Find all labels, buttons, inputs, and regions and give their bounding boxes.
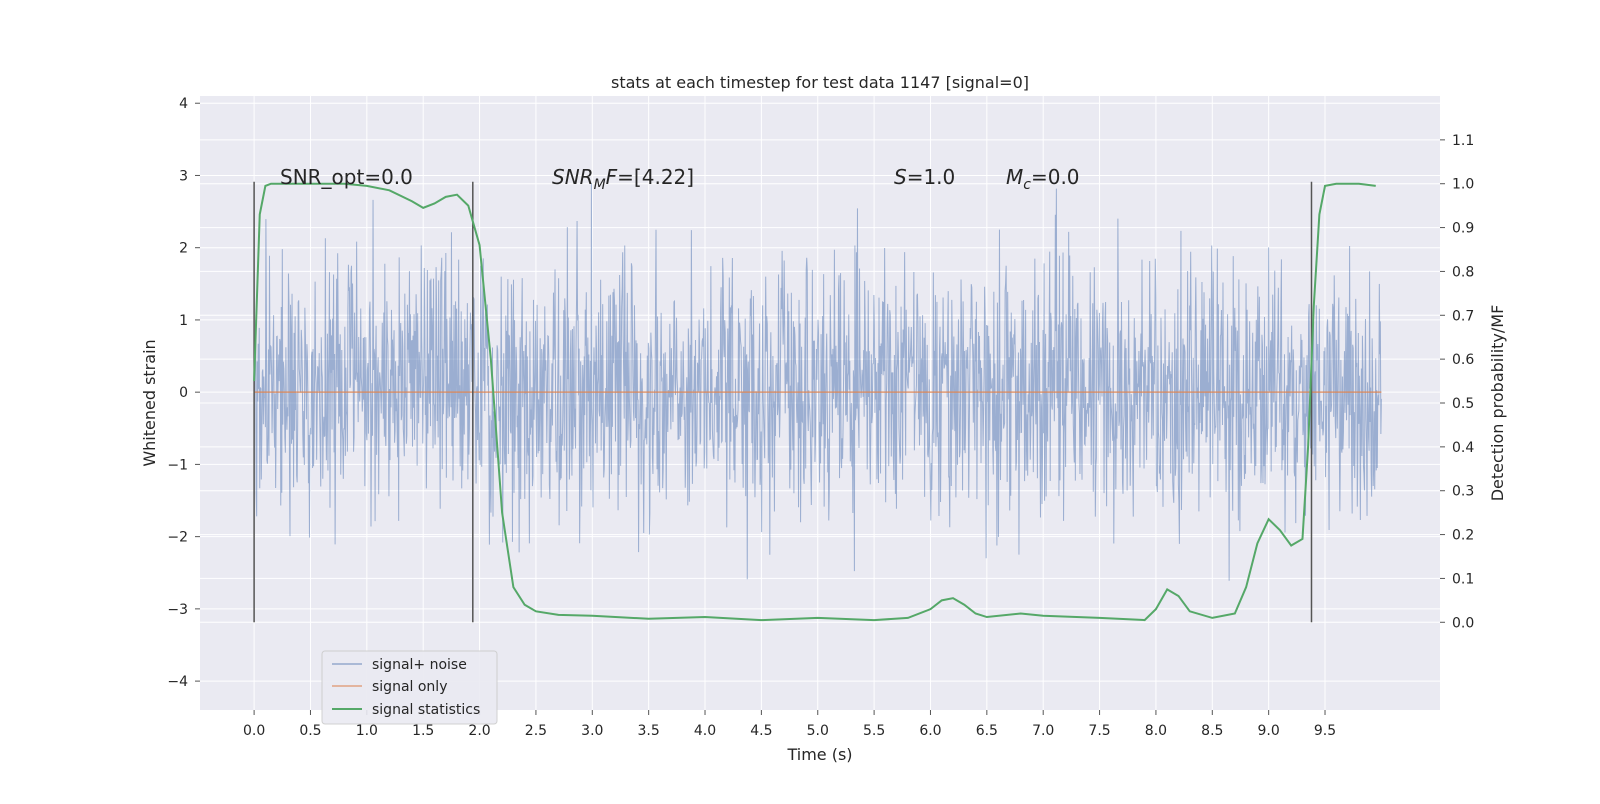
x-tick-label: 2.5	[525, 723, 547, 739]
x-tick-label: 8.5	[1201, 723, 1223, 739]
noise-trace	[253, 183, 1382, 581]
y-tick-label: 2	[179, 241, 188, 257]
y-tick-label: 1	[179, 313, 188, 329]
x-tick-label: 0.0	[243, 723, 265, 739]
signal-plus-noise-series	[253, 183, 1382, 581]
x-tick-label: 6.5	[976, 723, 998, 739]
y2-tick-label: 1.1	[1452, 133, 1474, 149]
x-tick-label: 5.5	[863, 723, 885, 739]
y2-tick-label: 0.7	[1452, 308, 1474, 324]
x-tick-label: 5.0	[807, 723, 829, 739]
y2-tick-label: 0.4	[1452, 440, 1474, 456]
y-tick-label: 0	[179, 385, 188, 401]
legend-label-noise: signal+ noise	[372, 657, 467, 673]
x-tick-label: 7.5	[1088, 723, 1110, 739]
y-tick-label: −2	[167, 530, 188, 546]
x-tick-label: 3.5	[638, 723, 660, 739]
x-tick-label: 9.0	[1258, 723, 1280, 739]
x-tick-label: 3.0	[581, 723, 603, 739]
y2-tick-label: 0.0	[1452, 615, 1474, 631]
x-tick-labels: 0.0 0.5 1.0 1.5 2.0 2.5 3.0 3.5 4.0 4.5 5.0 5.5 6.0 6…	[243, 710, 1336, 739]
x-tick-label: 7.0	[1032, 723, 1054, 739]
y2-tick-label: 0.5	[1452, 396, 1474, 412]
annotation-snr-opt: SNR_opt=0.0	[280, 165, 413, 189]
y2-tick-label: 0.2	[1452, 528, 1474, 544]
signal-statistics-line	[253, 182, 1376, 622]
x-tick-label: 8.0	[1145, 723, 1167, 739]
y2-tick-label: 0.3	[1452, 484, 1474, 500]
legend: signal+ noise signal only signal statist…	[321, 650, 498, 725]
x-tick-label: 4.0	[694, 723, 716, 739]
y-axis-label: Whitened strain	[140, 339, 159, 466]
y2-tick-label: 1.0	[1452, 177, 1474, 193]
y-tick-label: 4	[179, 96, 188, 112]
x-axis-label: Time (s)	[786, 745, 852, 764]
y2-tick-label: 0.9	[1452, 221, 1474, 237]
x-tick-label: 9.5	[1314, 723, 1336, 739]
x-tick-label: 1.5	[412, 723, 434, 739]
y-tick-labels: 4 3 2 1 0 −1 −2 −3 −4	[167, 96, 200, 690]
legend-box	[321, 650, 498, 725]
y2-axis-label: Detection probability/MF	[1488, 305, 1507, 502]
y2-tick-label: 0.8	[1452, 264, 1474, 280]
legend-label-stats: signal statistics	[372, 702, 480, 718]
vertical-markers	[253, 181, 1313, 623]
y2-tick-label: 0.6	[1452, 352, 1474, 368]
chart-title: stats at each timestep for test data 114…	[611, 73, 1029, 92]
annotation-mc: Mc=0.0	[1006, 165, 1080, 193]
x-tick-label: 4.5	[750, 723, 772, 739]
legend-label-signal: signal only	[372, 679, 447, 695]
y-tick-label: −3	[167, 602, 188, 618]
y2-tick-label: 0.1	[1452, 571, 1474, 587]
y-tick-label: −4	[167, 674, 188, 690]
x-tick-label: 2.0	[468, 723, 490, 739]
x-tick-label: 1.0	[356, 723, 378, 739]
x-tick-label: 0.5	[299, 723, 321, 739]
x-tick-label: 6.0	[919, 723, 941, 739]
y-tick-label: −1	[167, 457, 188, 473]
annotation-s: S=1.0	[894, 165, 955, 189]
y-tick-label: 3	[179, 168, 188, 184]
annotation-snr-mf: SNRMF=[4.22]	[552, 165, 694, 193]
y2-tick-labels: 1.1 1.0 0.9 0.8 0.7 0.6 0.5 0.4 0.3 0.2 0.1 0.0	[1440, 133, 1474, 631]
